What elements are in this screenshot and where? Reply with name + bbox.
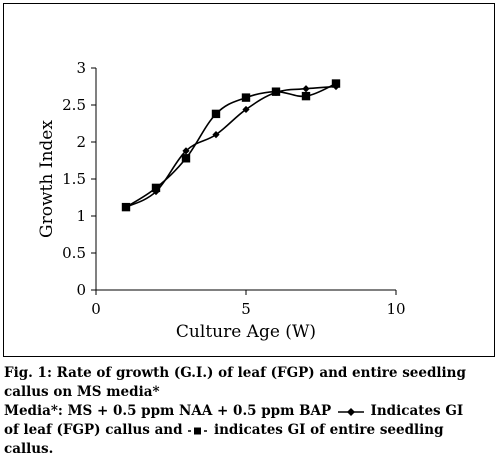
diamond-legend-icon (337, 407, 364, 416)
ticks: 0 0.5 1 1.5 2 2.5 3 0 5 10 (62, 59, 405, 318)
caption-line-1: Fig. 1: Rate of growth (G.I.) of leaf (F… (4, 365, 466, 381)
growth-chart: 0 0.5 1 1.5 2 2.5 3 0 5 10 Culture Age (W) Growth… (37, 59, 406, 342)
data-point-diamond (302, 85, 310, 93)
data-point-diamond (212, 131, 220, 139)
caption-line-2: callus on MS media* (4, 384, 160, 400)
y-tick-label: 2.5 (62, 96, 86, 114)
figure-caption: Fig. 1: Rate of growth (G.I.) of leaf (F… (4, 364, 494, 459)
y-tick-label: 1.5 (62, 170, 86, 188)
y-tick-label: 3 (76, 59, 86, 77)
caption-line-5: callus. (4, 441, 54, 457)
data-point-square (271, 87, 281, 96)
square-legend-icon (188, 427, 208, 434)
y-tick-label: 0.5 (62, 244, 86, 262)
y-axis-label: Growth Index (37, 120, 57, 238)
data-point-square (211, 109, 221, 119)
data-point-square (151, 183, 161, 193)
data-point-square (241, 93, 251, 102)
chart-frame (3, 3, 495, 357)
data-point-square (331, 79, 341, 88)
data-point-square (301, 91, 311, 101)
x-tick-label: 5 (241, 300, 251, 318)
x-tick-label: 0 (91, 300, 101, 318)
data-point-square (181, 154, 191, 163)
caption-line-4: of leaf (FGP) callus and indicates GI of… (4, 422, 444, 438)
x-axis-label: Culture Age (W) (176, 322, 316, 342)
series-markers (121, 79, 341, 212)
data-point-diamond (182, 147, 190, 155)
caption-line-3: Media*: MS + 0.5 ppm NAA + 0.5 ppm BAP I… (4, 403, 464, 419)
data-point-diamond (242, 105, 250, 114)
y-tick-label: 2 (76, 133, 86, 151)
y-tick-label: 1 (76, 207, 86, 225)
data-point-square (121, 202, 131, 212)
y-tick-label: 0 (76, 281, 86, 299)
x-tick-label: 10 (386, 300, 405, 318)
